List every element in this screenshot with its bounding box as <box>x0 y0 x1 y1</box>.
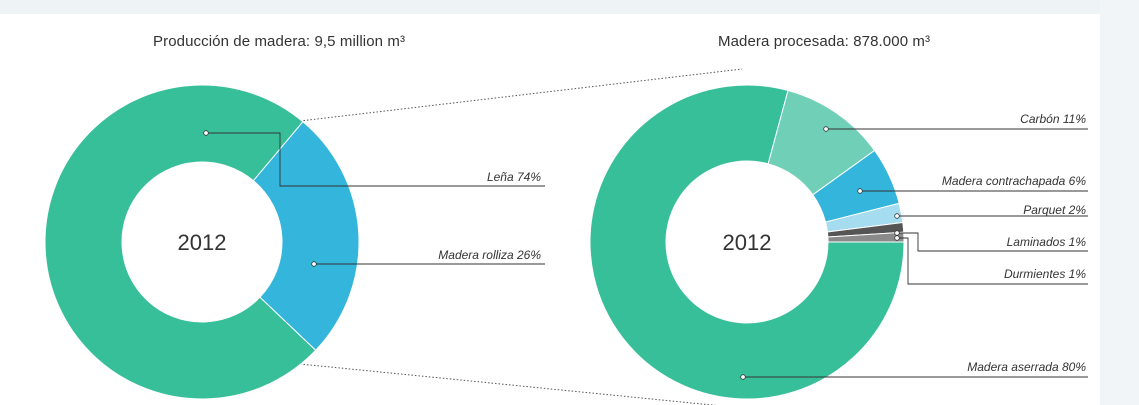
slice-label-carbon-11: Carbón 11% <box>1020 112 1086 126</box>
donut-chart-2: 2012 Madera aserrada 80% Carbón 11% Madera … <box>589 84 1088 400</box>
center-year-label: 2012 <box>723 230 772 255</box>
zoom-connector-bottom <box>299 363 717 405</box>
leader-line-laminados-1 <box>897 232 1088 252</box>
leader-dot-madera-contrachapada-6 <box>857 188 863 194</box>
slice-durmientes-1 <box>827 231 905 243</box>
center-year-label: 2012 <box>178 230 227 255</box>
slice-label-durmientes-1: Durmientes 1% <box>1004 267 1086 281</box>
leader-dot-madera-aserrada-80 <box>740 374 746 380</box>
slice-lena-74 <box>44 84 317 400</box>
leader-dot-lena-74 <box>203 130 209 136</box>
leader-dot-madera-rolliza-26 <box>311 261 317 267</box>
slice-label-parquet-2: Parquet 2% <box>1023 203 1086 217</box>
slice-label-madera-rolliza-26: Madera rolliza 26% <box>438 248 541 262</box>
leader-line-lena-74 <box>206 132 545 187</box>
leader-dot-durmientes-1 <box>894 235 900 241</box>
zoom-connector-top <box>299 68 743 122</box>
slice-label-madera-contrachapada-6: Madera contrachapada 6% <box>942 174 1086 188</box>
slice-label-lena-74: Leña 74% <box>487 170 541 184</box>
leader-dot-laminados-1 <box>894 230 900 236</box>
chart-title-produccion: Producción de madera: 9,5 million m³ <box>153 33 406 50</box>
slice-label-madera-aserrada-80: Madera aserrada 80% <box>967 360 1086 374</box>
donut-chart-1: 2012 Leña 74% Madera rolliza 26% <box>44 84 545 400</box>
leader-line-durmientes-1 <box>897 237 1088 285</box>
leader-dot-parquet-2 <box>894 213 900 219</box>
leader-dot-carbon-11 <box>823 126 829 132</box>
chart-title-procesada: Madera procesada: 878.000 m³ <box>718 33 931 50</box>
slice-label-laminados-1: Laminados 1% <box>1007 235 1087 249</box>
slice-madera-aserrada-80 <box>589 84 905 400</box>
